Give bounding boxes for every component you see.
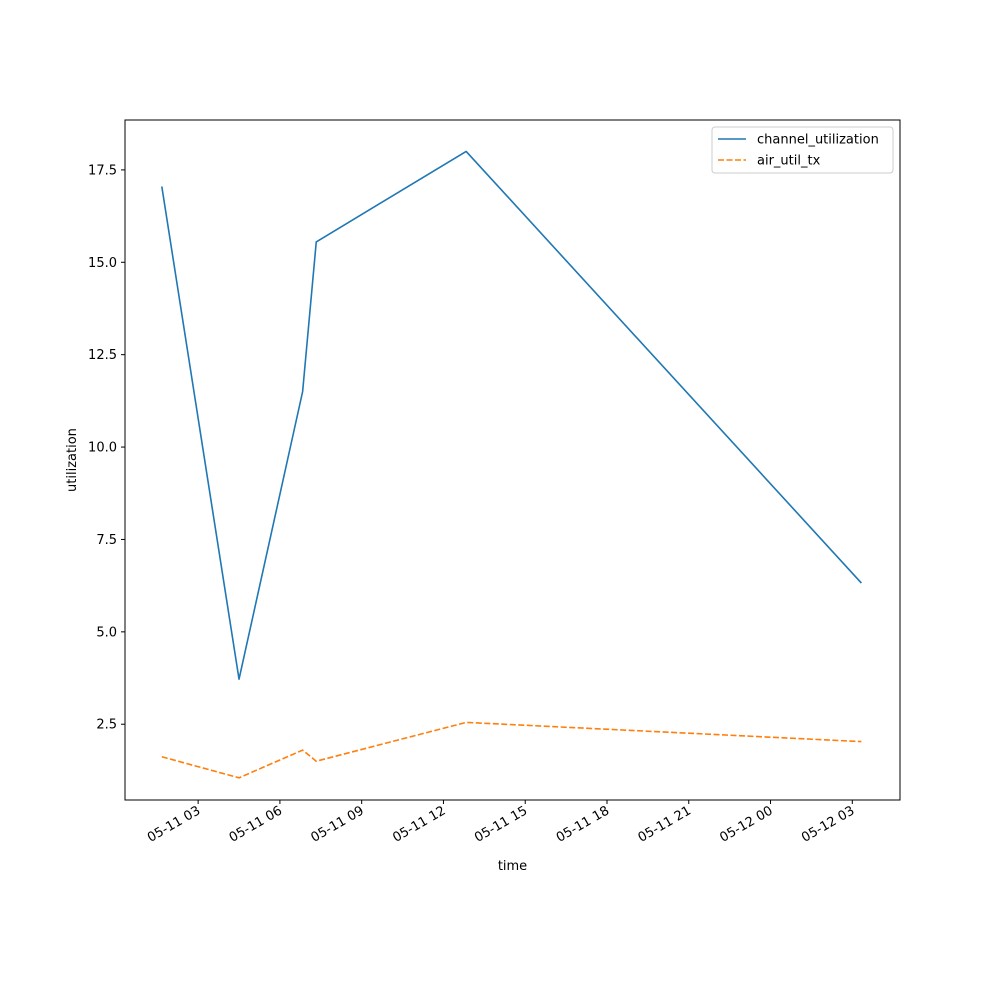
plot-area (124, 119, 901, 801)
y-tick-label: 5.0 (96, 625, 117, 640)
x-axis: 05-11 03 05-11 06 05-11 09 05-11 12 05-11 15… (145, 800, 857, 846)
y-axis: 2.5 5.0 7.5 10.0 12.5 15.0 17.5 (88, 163, 125, 733)
y-tick-label: 12.5 (88, 348, 117, 363)
y-tick-label: 7.5 (96, 533, 117, 548)
x-tick-label: 05-11 15 (472, 803, 530, 845)
x-tick-label: 05-11 21 (636, 803, 694, 845)
y-tick-label: 2.5 (96, 718, 117, 733)
legend-label: channel_utilization (757, 133, 879, 148)
plot-frame (124, 119, 901, 801)
legend-box (711, 126, 894, 174)
legend: channel_utilization air_util_tx (711, 126, 894, 174)
x-tick-label: 05-11 09 (309, 803, 367, 845)
y-tick-label: 10.0 (88, 441, 117, 456)
y-tick-label: 17.5 (88, 163, 117, 178)
x-tick-label: 05-11 12 (390, 803, 448, 845)
x-tick-label: 05-11 03 (145, 803, 203, 845)
series-line-channel_utilization (161, 150, 862, 680)
y-axis-label: utilization (65, 428, 80, 492)
x-tick-label: 05-11 06 (227, 803, 285, 845)
y-tick-label: 15.0 (88, 256, 117, 271)
series-line-air_util_tx (161, 721, 862, 779)
x-tick-label: 05-12 00 (717, 803, 775, 845)
legend-label: air_util_tx (757, 154, 821, 169)
x-tick-label: 05-12 03 (799, 803, 857, 845)
x-axis-label: time (498, 859, 527, 874)
x-tick-label: 05-11 18 (554, 803, 612, 845)
